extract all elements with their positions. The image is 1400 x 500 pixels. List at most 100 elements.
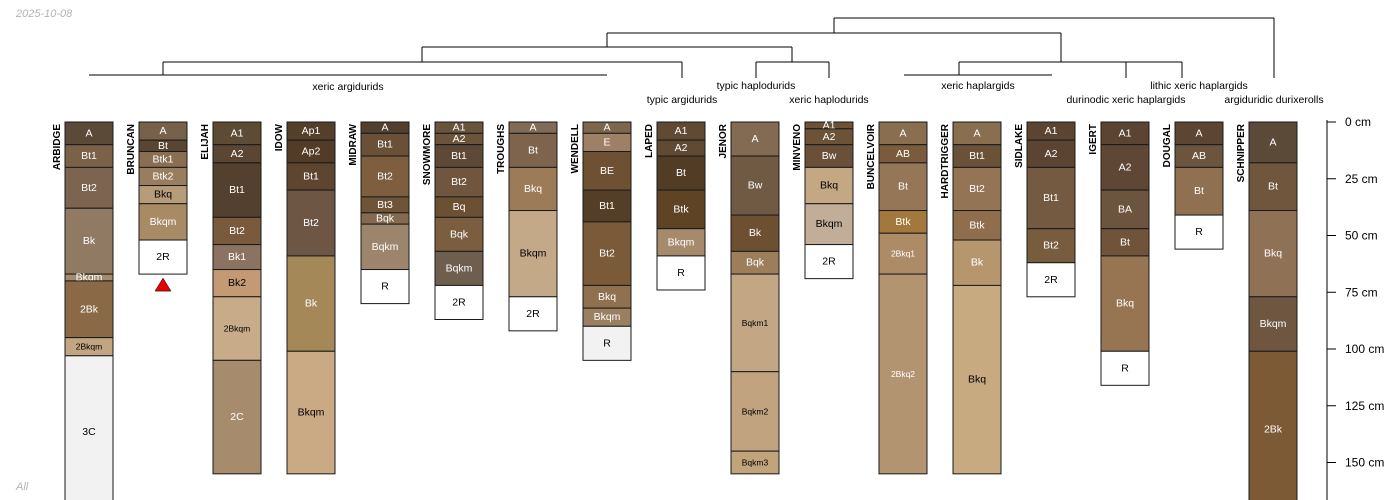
horizon: A2 bbox=[1100, 144, 1150, 191]
horizon: 2Bk bbox=[64, 280, 114, 339]
horizon: Bk bbox=[64, 207, 114, 275]
horizon-block bbox=[212, 296, 262, 361]
horizon: Bt bbox=[1248, 162, 1298, 212]
horizon-block bbox=[730, 214, 780, 252]
horizon-label: Bkqm bbox=[298, 407, 325, 419]
horizon: Bqkm3 bbox=[730, 450, 780, 475]
horizon-label: 2Bkq1 bbox=[891, 249, 915, 259]
horizon: A2 bbox=[434, 132, 484, 146]
horizon-label: Bkq bbox=[598, 291, 616, 303]
horizon: 2Bkq1 bbox=[878, 232, 928, 275]
horizon: R bbox=[360, 269, 410, 305]
horizon-block bbox=[64, 166, 114, 209]
horizon-label: A bbox=[603, 122, 610, 134]
horizon: Bkqm bbox=[804, 203, 854, 246]
horizon: Bt3 bbox=[360, 196, 410, 214]
horizon-label: 2R bbox=[1044, 274, 1058, 286]
horizon-label: Bt2 bbox=[377, 170, 393, 182]
profile-name: MINVENO bbox=[792, 124, 803, 171]
horizon: Bkq bbox=[1248, 210, 1298, 298]
depth-tick: 75 cm bbox=[1327, 285, 1378, 299]
horizon: Bt2 bbox=[1026, 228, 1076, 264]
horizon-label: Bk bbox=[83, 235, 96, 247]
horizon-block bbox=[286, 350, 336, 475]
profile-name: DOUGAL bbox=[1162, 124, 1173, 167]
horizon: R bbox=[582, 325, 632, 361]
horizon-label: Bt2 bbox=[451, 176, 467, 188]
horizon: 2Bkqm bbox=[64, 337, 114, 357]
taxon-label: typic haplodurids bbox=[717, 80, 796, 92]
horizon: Bkq bbox=[952, 284, 1002, 475]
horizon-block bbox=[508, 210, 558, 298]
horizon-label: Bq bbox=[453, 201, 466, 213]
horizon: Bt bbox=[508, 132, 558, 168]
horizon-label: A2 bbox=[823, 131, 836, 143]
horizon: A bbox=[508, 121, 558, 134]
horizon-block bbox=[656, 155, 706, 191]
taxon-label: xeric haplargids bbox=[941, 80, 1015, 92]
horizon-label: Bqkm3 bbox=[742, 458, 769, 468]
horizon: A bbox=[64, 121, 114, 146]
profile-name: SIDLAKE bbox=[1014, 124, 1025, 168]
horizon-label: Bqk bbox=[746, 257, 765, 269]
horizon-block bbox=[582, 189, 632, 223]
horizon-label: Bkq bbox=[1264, 248, 1282, 260]
horizon-label: A2 bbox=[1119, 161, 1132, 173]
profile-troughs: A Bt Bkq Bkqm 2R TROUGHS bbox=[496, 121, 558, 332]
profile-igert: A1 A2 BA Bt Bkq R IGERT bbox=[1088, 121, 1150, 386]
horizon-label: Bw bbox=[748, 180, 763, 192]
horizon-label: 2R bbox=[822, 256, 836, 268]
horizon-label: 2Bkq2 bbox=[891, 369, 915, 379]
profile-wendell: AE BE Bt1 Bt2 Bkq Bkqm R WENDELL bbox=[570, 121, 632, 361]
horizon: Bqkm bbox=[360, 223, 410, 271]
horizon-label: Btk2 bbox=[152, 170, 173, 182]
horizon-label: Bt2 bbox=[599, 248, 615, 260]
horizon-label: A2 bbox=[1045, 148, 1058, 160]
horizon: Bt1 bbox=[286, 162, 336, 191]
horizon-label: A1 bbox=[1119, 127, 1132, 139]
profile-name: TROUGHS bbox=[496, 124, 507, 174]
horizon: A bbox=[1174, 121, 1224, 146]
profile-name: ELIJAH bbox=[200, 124, 211, 160]
horizon-label: Btk bbox=[673, 203, 689, 215]
horizon-label: 2R bbox=[452, 296, 466, 308]
horizon-label: Bkqm bbox=[816, 218, 843, 230]
footer-label: All bbox=[16, 481, 29, 493]
horizon-label: Bt1 bbox=[451, 150, 467, 162]
profile-name: ARBIDGE bbox=[52, 124, 63, 170]
taxon-label: xeric argidurids bbox=[312, 81, 383, 93]
horizon-label: Bkqm bbox=[594, 311, 621, 323]
horizon-block bbox=[1248, 121, 1298, 164]
horizon-block bbox=[1026, 166, 1076, 230]
horizon: Bt1 bbox=[582, 189, 632, 223]
profile-dougal: A AB Bt R DOUGAL bbox=[1162, 121, 1224, 250]
horizon: Bkq bbox=[138, 185, 188, 205]
horizon: Bt1 bbox=[212, 162, 262, 218]
horizon-block bbox=[212, 269, 262, 298]
horizon: BA bbox=[1100, 189, 1150, 230]
horizon-label: Bqk bbox=[450, 228, 469, 240]
horizon-block bbox=[730, 450, 780, 475]
horizon-label: Btk bbox=[969, 219, 985, 231]
horizon-label: Bk bbox=[749, 227, 762, 239]
horizon: BE bbox=[582, 151, 632, 191]
horizon-label: AB bbox=[1192, 150, 1206, 162]
horizon-label: 2C bbox=[230, 411, 244, 423]
horizon: Btk1 bbox=[138, 151, 188, 168]
horizon-label: Bt bbox=[158, 140, 168, 152]
horizon-label: BE bbox=[600, 165, 614, 177]
horizon: Bt1 bbox=[64, 144, 114, 168]
horizon-label: 2Bkqm bbox=[76, 342, 102, 352]
horizon-label: Ap2 bbox=[302, 146, 321, 158]
horizon-block bbox=[508, 166, 558, 212]
horizon: Bt2 bbox=[64, 166, 114, 209]
horizon-label: A bbox=[381, 122, 388, 134]
horizon-label: Bk bbox=[305, 298, 318, 310]
horizon-label: A bbox=[1269, 136, 1276, 148]
horizon-block bbox=[64, 355, 114, 500]
horizon: Bt1 bbox=[360, 132, 410, 157]
horizon-label: A1 bbox=[453, 122, 466, 134]
